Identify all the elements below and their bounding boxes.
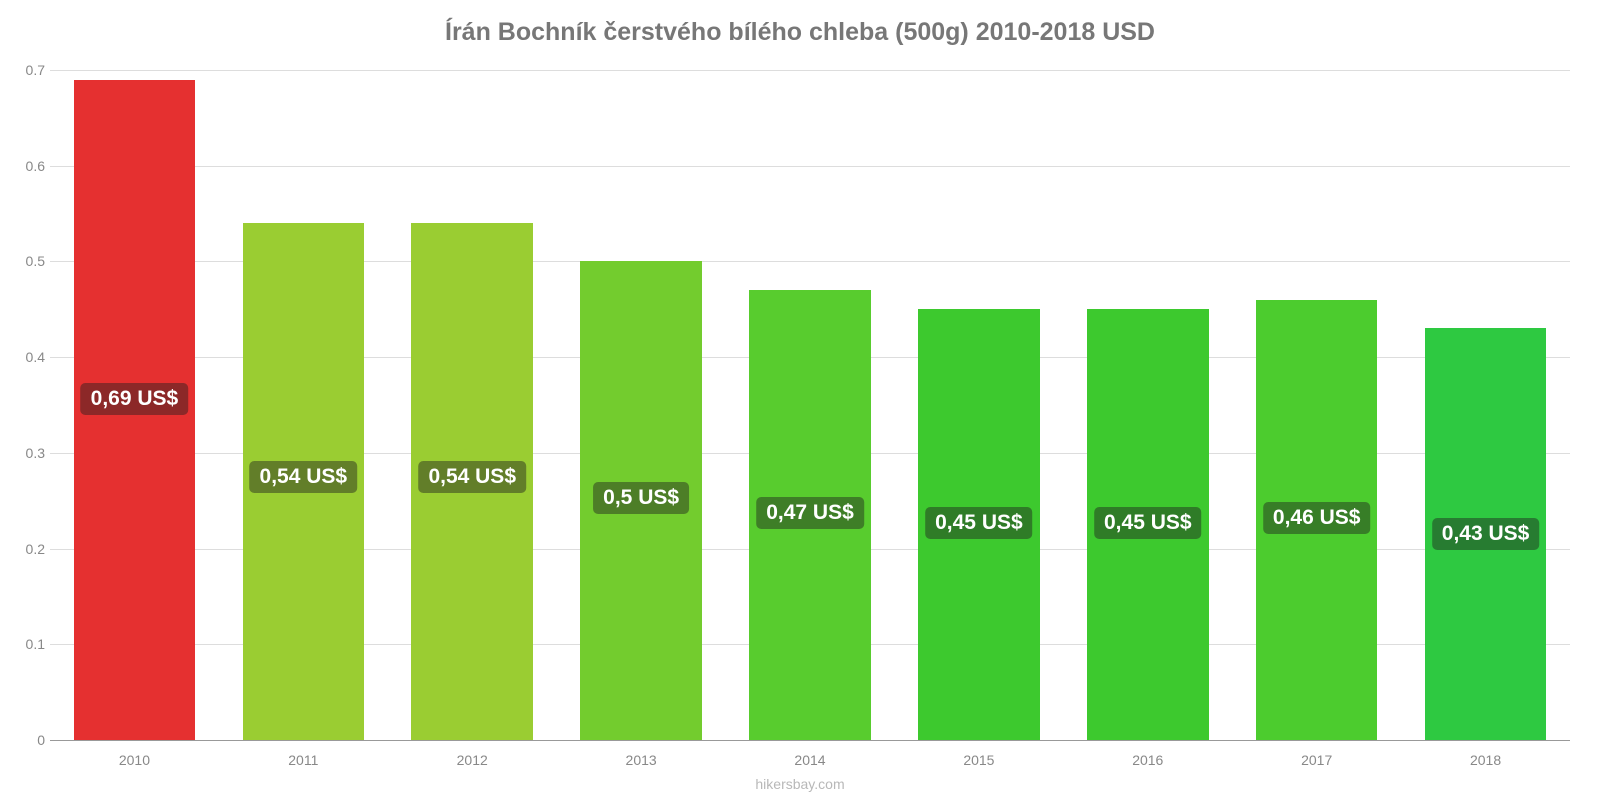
attribution: hikersbay.com <box>0 776 1600 792</box>
x-tick-label: 2010 <box>119 752 150 768</box>
x-tick-label: 2018 <box>1470 752 1501 768</box>
chart-title: Írán Bochník čerstvého bílého chleba (50… <box>0 0 1600 47</box>
bars-group: 0,69 US$20100,54 US$20110,54 US$20120,5 … <box>50 70 1570 740</box>
y-tick-label: 0 <box>10 732 45 748</box>
bar: 0,5 US$ <box>580 261 702 740</box>
plot-area: 00.10.20.30.40.50.60.7 0,69 US$20100,54 … <box>50 70 1570 740</box>
bar-slot: 0,45 US$2015 <box>894 70 1063 740</box>
bar-value-label: 0,45 US$ <box>1094 507 1202 539</box>
bar: 0,46 US$ <box>1256 300 1378 740</box>
bar-value-label: 0,5 US$ <box>593 482 689 514</box>
bar-slot: 0,46 US$2017 <box>1232 70 1401 740</box>
bar-value-label: 0,54 US$ <box>250 461 358 493</box>
y-tick-label: 0.1 <box>10 636 45 652</box>
bar-slot: 0,54 US$2012 <box>388 70 557 740</box>
x-tick-label: 2013 <box>626 752 657 768</box>
bar: 0,69 US$ <box>74 80 196 740</box>
chart-container: Írán Bochník čerstvého bílého chleba (50… <box>0 0 1600 800</box>
bar: 0,54 US$ <box>411 223 533 740</box>
y-tick-label: 0.3 <box>10 445 45 461</box>
bar-value-label: 0,54 US$ <box>418 461 526 493</box>
bar-slot: 0,47 US$2014 <box>726 70 895 740</box>
x-tick-label: 2014 <box>794 752 825 768</box>
bar: 0,54 US$ <box>243 223 365 740</box>
bar-slot: 0,43 US$2018 <box>1401 70 1570 740</box>
x-tick-label: 2016 <box>1132 752 1163 768</box>
bar: 0,47 US$ <box>749 290 871 740</box>
x-tick-label: 2015 <box>963 752 994 768</box>
bar-value-label: 0,46 US$ <box>1263 502 1371 534</box>
y-tick-label: 0.7 <box>10 62 45 78</box>
y-tick-label: 0.5 <box>10 253 45 269</box>
bar-slot: 0,69 US$2010 <box>50 70 219 740</box>
bar-slot: 0,54 US$2011 <box>219 70 388 740</box>
bar: 0,45 US$ <box>1087 309 1209 740</box>
bar-value-label: 0,43 US$ <box>1432 518 1540 550</box>
y-tick-label: 0.2 <box>10 541 45 557</box>
y-tick-label: 0.4 <box>10 349 45 365</box>
y-tick-label: 0.6 <box>10 158 45 174</box>
x-tick-label: 2017 <box>1301 752 1332 768</box>
bar-slot: 0,5 US$2013 <box>557 70 726 740</box>
x-tick-label: 2012 <box>457 752 488 768</box>
bar-value-label: 0,69 US$ <box>81 383 189 415</box>
bar: 0,43 US$ <box>1425 328 1547 740</box>
bar-value-label: 0,45 US$ <box>925 507 1033 539</box>
bar-value-label: 0,47 US$ <box>756 497 864 529</box>
y-gridline <box>50 740 1570 741</box>
bar: 0,45 US$ <box>918 309 1040 740</box>
bar-slot: 0,45 US$2016 <box>1063 70 1232 740</box>
x-tick-label: 2011 <box>288 752 318 768</box>
